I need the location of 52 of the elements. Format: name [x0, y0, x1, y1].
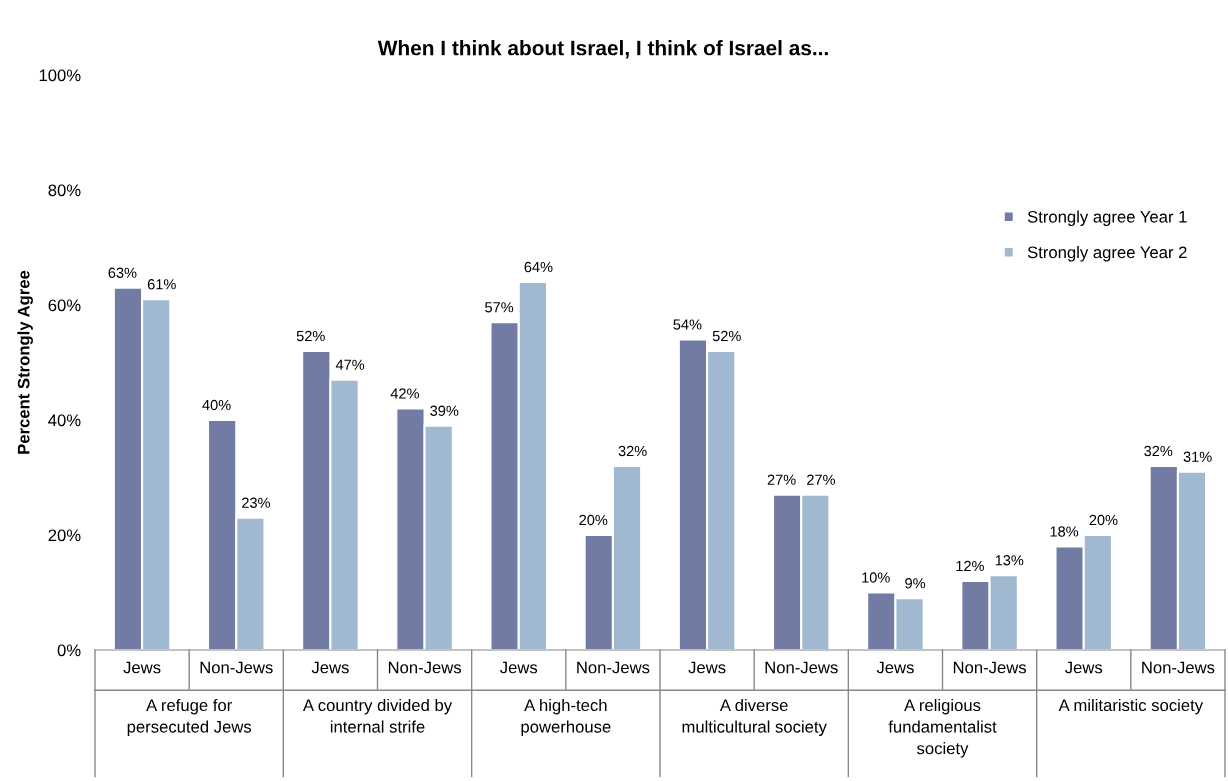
data-label: 47%: [335, 359, 365, 370]
chart-title: When I think about Israel, I think of Israel as...: [377, 40, 828, 59]
x-tick-label: Non-Jews: [1142, 661, 1215, 674]
data-label: 20%: [579, 514, 608, 526]
data-label: 13%: [995, 555, 1024, 566]
data-label: 9%: [905, 578, 926, 589]
x-tick-label: Non-Jews: [765, 661, 838, 674]
text: A country divided by internal strife: [302, 698, 453, 733]
x-tick-label: Non-Jews: [577, 661, 650, 674]
data-label: 18%: [1050, 526, 1079, 537]
text: A diverse multicultural society: [682, 698, 827, 736]
y-tick-label: 20%: [48, 529, 81, 542]
data-label: 61%: [147, 279, 176, 290]
x-tick-label: Non-Jews: [200, 661, 273, 674]
y-tick-label: 40%: [48, 414, 81, 427]
x-tick-label: Jews: [1065, 661, 1103, 674]
text: A high-tech powerhouse: [521, 698, 611, 736]
data-label: 42%: [390, 388, 419, 399]
legend-label: Strongly agree Year 2: [1027, 246, 1187, 262]
data-label: 12%: [956, 560, 984, 572]
y-tick-label: 60%: [48, 299, 81, 312]
data-label: 32%: [1144, 445, 1173, 457]
text: A religious fundamentalist society: [888, 698, 997, 758]
data-label: 32%: [618, 445, 647, 457]
text: A militaristic society: [1058, 698, 1204, 715]
data-label: 52%: [712, 330, 741, 342]
x-tick-label: Jews: [500, 661, 538, 674]
data-label: 64%: [524, 261, 553, 273]
x-tick-label: Jews: [123, 661, 161, 674]
data-label: 31%: [1183, 451, 1212, 462]
x-tick-label: Non-Jews: [388, 661, 462, 674]
data-label: 23%: [242, 497, 271, 508]
y-axis-title: Percent Strongly Agree: [17, 270, 33, 454]
data-label: 40%: [202, 399, 231, 411]
y-tick-label: 80%: [48, 184, 81, 197]
y-tick-label: 100%: [39, 69, 81, 82]
data-label: 52%: [296, 330, 325, 342]
data-label: 10%: [862, 572, 890, 583]
data-label: 54%: [673, 319, 702, 330]
data-label: 39%: [430, 405, 459, 416]
data-label: 27%: [807, 474, 836, 485]
x-tick-label: Jews: [311, 661, 349, 674]
data-label: 57%: [485, 302, 514, 313]
x-tick-label: Jews: [688, 661, 726, 674]
legend-label: Strongly agree Year 1: [1027, 210, 1187, 226]
data-label: 63%: [108, 267, 137, 278]
text: A refuge for persecuted Jews: [127, 698, 252, 736]
data-label: 27%: [767, 474, 796, 485]
data-label: 20%: [1089, 514, 1118, 526]
x-tick-label: Jews: [876, 661, 914, 674]
y-tick-label: 0%: [57, 644, 81, 657]
x-tick-label: Non-Jews: [953, 661, 1027, 674]
